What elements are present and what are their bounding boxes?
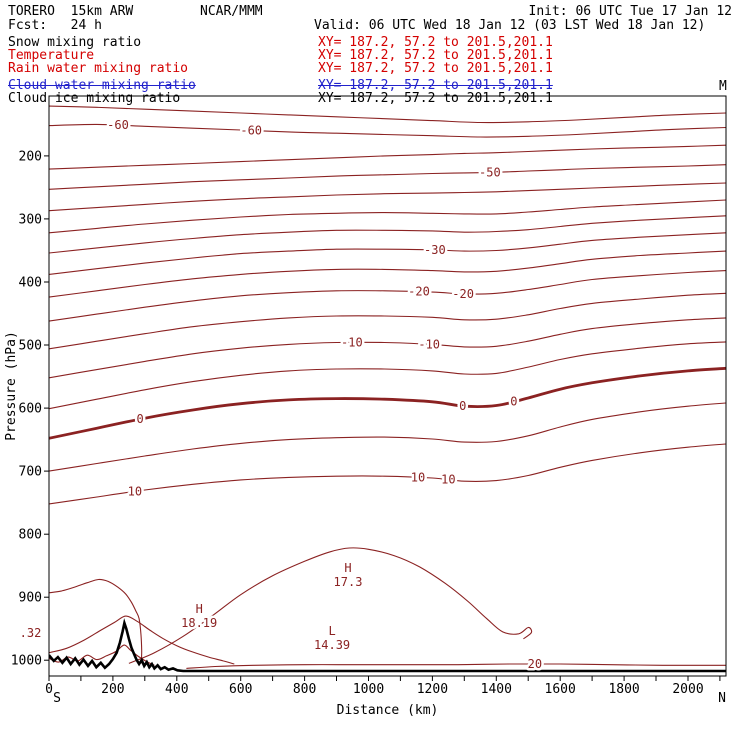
contour-line--15 [49,292,726,350]
south-end-label: S [53,691,61,706]
contour-line--25 [49,250,726,298]
contour-line--65 [49,105,726,124]
contour-line-5 [49,402,726,472]
y-axis-tick-label: 900 [19,591,42,606]
field-xy-range: XY= 187.2, 57.2 to 201.5,201.1 [318,78,553,93]
contour-label: -30 [424,243,446,257]
extremum-value: 14.39 [314,638,350,652]
contour-line--35 [49,215,726,254]
contour-label: -10 [418,337,440,351]
forecast-hour: Fcst: 24 h [8,18,102,33]
y-axis-tick-label: 200 [19,149,42,164]
field-xy-range: XY= 187.2, 57.2 to 201.5,201.1 [318,91,553,106]
contour-label: -10 [341,336,363,350]
contour-line--40 [49,199,726,234]
field-xy-range: XY= 187.2, 57.2 to 201.5,201.1 [318,35,553,50]
contour-label: -50 [479,165,501,179]
y-axis-tick-label: 400 [19,276,42,291]
extremum-symbol: L [328,624,335,638]
extremum-symbol: H [344,561,351,575]
y-axis-tick-label: 600 [19,402,42,417]
x-axis-tick-label: 1200 [417,682,448,697]
contour-line--60 [49,123,726,138]
contour-label: -20 [452,287,474,301]
corner-clipped-text: M [719,79,727,94]
x-axis-tick-label: 800 [293,682,316,697]
valid-time: Valid: 06 UTC Wed 18 Jan 12 (03 LST Wed … [314,18,706,33]
y-axis-tick-label: 700 [19,465,42,480]
field-xy-range: XY= 187.2, 57.2 to 201.5,201.1 [318,61,553,76]
y-axis-tick-label: 800 [19,528,42,543]
contour-line--30 [49,232,726,275]
contour-label: -60 [240,124,262,138]
x-axis-tick-label: 1000 [353,682,384,697]
field-row: Cloud water mixing ratio XY= 187.2, 57.2 … [0,79,740,92]
point-label: .32 [20,626,42,640]
field-label: Cloud ice mixing ratio [8,91,181,106]
y-axis-tick-label: 1000 [11,654,42,669]
x-axis-tick-label: 1800 [608,682,639,697]
north-end-label: N [718,691,726,706]
x-axis-tick-label: 1600 [545,682,576,697]
extremum-value: 18.19 [181,616,217,630]
contour-line-0 [49,366,726,440]
contour-label: 10 [441,473,455,487]
field-xy-range: XY= 187.2, 57.2 to 201.5,201.1 [318,48,553,63]
contour-label: -60 [107,118,129,132]
contour-line-10 [49,443,726,505]
contour-layer [49,105,726,669]
x-axis-tick-label: 200 [101,682,124,697]
x-axis-tick-label: 600 [229,682,252,697]
contour-label: 0 [459,399,466,413]
org-label: NCAR/MMM [200,4,263,19]
header-line-2: Fcst: 24 h Valid: 06 UTC Wed 18 Jan 12 (… [0,19,740,32]
plot-frame [48,95,727,677]
contour-line--20 [49,270,726,322]
contour-line--50 [49,164,726,190]
init-time: Init: 06 UTC Tue 17 Jan 12 [528,4,733,19]
contour-line--5 [49,341,726,410]
y-axis-tick-label: 300 [19,212,42,227]
contour-line-20 [186,663,726,669]
x-axis-tick-label: 400 [165,682,188,697]
extremum-symbol: H [196,602,203,616]
contour-line-15 [128,547,533,664]
field-label: Snow mixing ratio [8,35,142,50]
field-label: Cloud water mixing ratio [8,78,196,93]
extremum-value: 17.3 [334,575,363,589]
model-title: TORERO 15km ARW [8,4,134,19]
x-axis-tick-label: 2000 [672,682,703,697]
contour-line--45 [49,182,726,212]
contour-line-20 [49,644,155,666]
contour-label: -20 [408,285,430,299]
contour-line--55 [49,144,726,170]
contour-label: 0 [136,412,143,426]
y-axis-title: Pressure (hPa) [4,331,19,441]
field-label: Rain water mixing ratio [8,61,189,76]
field-row: Snow mixing ratio XY= 187.2, 57.2 to 201.… [0,36,740,49]
contour-line-15 [49,578,143,664]
field-label: Temperature [8,48,95,63]
contour-line-15 [49,615,235,665]
field-row: Cloud ice mixing ratio XY= 187.2, 57.2 to… [0,92,740,105]
y-axis-tick-label: 500 [19,339,42,354]
field-row: Temperature XY= 187.2, 57.2 to 201.5,201.… [0,49,740,62]
contour-label: 10 [411,471,425,485]
header-line-1: TORERO 15km ARW NCAR/MMM Init: 06 UTC Tu… [0,5,740,18]
field-row: Rain water mixing ratio XY= 187.2, 57.2 t… [0,62,740,75]
contour-label: 20 [528,657,542,671]
x-axis-tick-label: 1400 [481,682,512,697]
contour-label: 10 [128,485,142,499]
terrain-profile [49,618,726,673]
x-axis-tick-label: 0 [45,682,53,697]
x-axis-title: Distance (km) [337,703,439,718]
contour-line--10 [49,317,726,379]
contour-label: 0 [510,394,517,408]
